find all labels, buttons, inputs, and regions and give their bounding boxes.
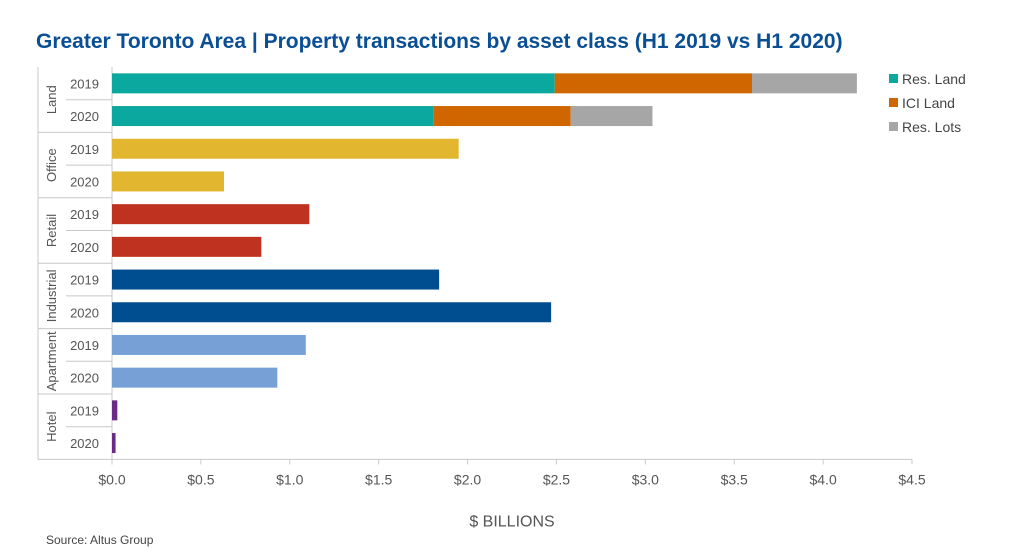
group-label-land: Land	[44, 85, 59, 114]
bar-land-2019	[112, 73, 555, 94]
year-label: 2020	[70, 240, 99, 255]
x-tick-label: $2.5	[543, 471, 570, 487]
x-tick-label: $4.0	[809, 471, 836, 487]
group-label-hotel: Hotel	[44, 411, 59, 441]
bar-hotel-2019	[112, 400, 118, 421]
bar-land-2020	[112, 106, 434, 127]
year-label: 2020	[70, 436, 99, 451]
chart-title: Greater Toronto Area | Property transact…	[36, 30, 843, 53]
bar-apartment-2020	[112, 367, 278, 388]
bar-industrial-2019	[112, 269, 440, 290]
x-tick-label: $3.5	[721, 471, 748, 487]
legend-swatch	[889, 122, 898, 131]
x-tick-label: $0.0	[98, 471, 125, 487]
group-label-retail: Retail	[44, 214, 59, 247]
group-label-industrial: Industrial	[44, 269, 59, 322]
bar-land-2020	[433, 106, 571, 127]
source-note: Source: Altus Group	[46, 533, 154, 547]
x-tick-label: $2.0	[454, 471, 481, 487]
year-label: 2020	[70, 109, 99, 124]
legend-label: ICI Land	[902, 95, 955, 111]
year-label: 2020	[70, 371, 99, 386]
x-tick-label: $1.0	[276, 471, 303, 487]
group-label-apartment: Apartment	[44, 331, 59, 391]
bar-industrial-2020	[112, 302, 552, 323]
bar-office-2020	[112, 171, 224, 192]
x-axis-title: $ BILLIONS	[469, 513, 554, 530]
bar-retail-2020	[112, 236, 262, 257]
year-label: 2020	[70, 305, 99, 320]
year-label: 2019	[70, 76, 99, 91]
bar-retail-2019	[112, 204, 310, 225]
year-label: 2020	[70, 174, 99, 189]
bar-land-2019	[554, 73, 752, 94]
legend-label: Res. Lots	[902, 119, 961, 135]
x-tick-label: $4.5	[898, 471, 925, 487]
year-label: 2019	[70, 207, 99, 222]
year-label: 2019	[70, 142, 99, 157]
year-label: 2019	[70, 273, 99, 288]
x-tick-label: $0.5	[187, 471, 214, 487]
legend-swatch	[889, 74, 898, 83]
bar-office-2019	[112, 138, 459, 159]
bar-apartment-2019	[112, 334, 306, 355]
bar-land-2020	[570, 106, 653, 127]
group-label-office: Office	[44, 148, 59, 182]
x-tick-label: $3.0	[632, 471, 659, 487]
x-tick-label: $1.5	[365, 471, 392, 487]
year-label: 2019	[70, 403, 99, 418]
legend-swatch	[889, 98, 898, 107]
bar-hotel-2020	[112, 433, 116, 454]
year-label: 2019	[70, 338, 99, 353]
bar-land-2019	[752, 73, 857, 94]
legend-label: Res. Land	[902, 71, 966, 87]
